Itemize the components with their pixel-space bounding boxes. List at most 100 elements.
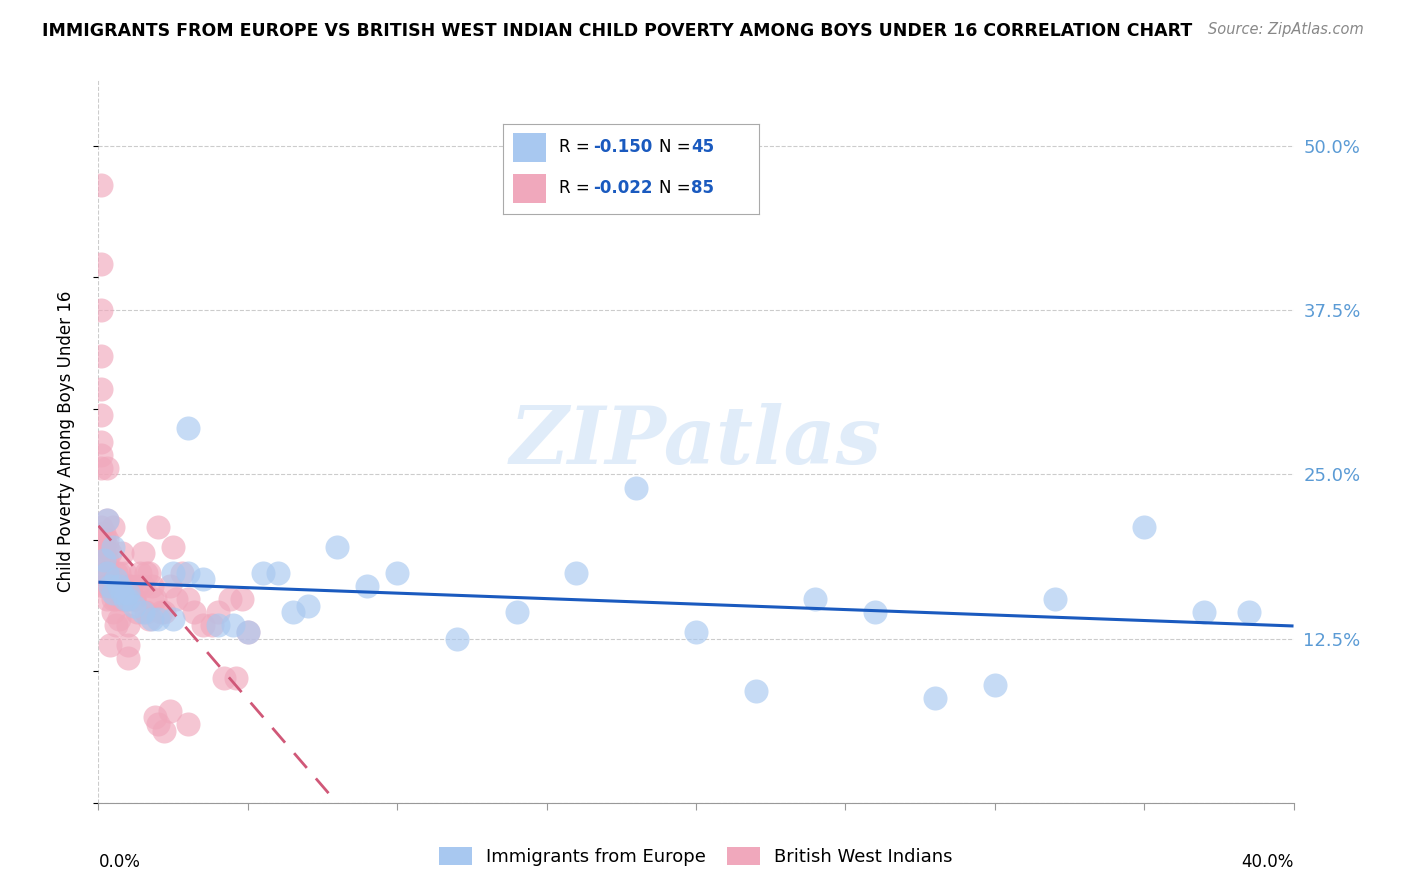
Point [90,303,112,318]
Point [236,625,259,640]
Point [124,592,146,607]
Point [117,651,139,665]
Text: -0.022: -0.022 [593,179,652,197]
Point [356,579,378,593]
Point [446,632,468,646]
Point [103,520,125,534]
Point [90,460,112,475]
Point [114,592,136,607]
Text: N =: N = [659,179,696,197]
Point [135,566,157,580]
Point [212,671,235,685]
Point [177,592,200,607]
Point [108,566,131,580]
Point [148,520,170,534]
Point [129,566,152,580]
Point [117,638,139,652]
Text: 40.0%: 40.0% [1241,854,1294,871]
Point [236,625,259,640]
Text: R =: R = [560,179,595,197]
Point [93,553,115,567]
Point [153,723,176,738]
Point [96,553,118,567]
Point [132,605,155,619]
Text: IMMIGRANTS FROM EUROPE VS BRITISH WEST INDIAN CHILD POVERTY AMONG BOYS UNDER 16 : IMMIGRANTS FROM EUROPE VS BRITISH WEST I… [42,22,1192,40]
Point [231,592,253,607]
Point [172,566,194,580]
Point [117,592,139,607]
Point [177,421,200,435]
Point [127,579,149,593]
Point [148,612,170,626]
Point [93,533,115,547]
Point [90,434,112,449]
Point [281,605,304,619]
Point [138,612,160,626]
Y-axis label: Child Poverty Among Boys Under 16: Child Poverty Among Boys Under 16 [56,291,75,592]
Point [177,717,200,731]
Point [120,579,142,593]
Point [252,566,274,580]
Point [141,579,163,593]
Text: 0.0%: 0.0% [98,854,141,871]
Point [111,546,134,560]
Point [745,684,768,698]
Point [132,579,155,593]
Point [114,592,136,607]
Point [141,592,163,607]
Point [162,566,184,580]
Point [159,704,181,718]
Point [96,533,118,547]
Point [1192,605,1215,619]
Point [96,460,118,475]
Text: N =: N = [659,138,696,156]
Point [105,618,128,632]
Point [96,513,118,527]
Point [93,566,115,580]
Point [1043,592,1066,607]
Point [90,409,112,423]
Legend: Immigrants from Europe, British West Indians: Immigrants from Europe, British West Ind… [432,839,960,873]
Point [111,592,134,607]
Point [804,592,827,607]
Point [135,605,157,619]
Point [103,592,125,607]
Text: R =: R = [560,138,595,156]
Point [105,573,128,587]
Point [98,579,122,593]
Point [143,710,166,724]
Point [183,605,205,619]
Point [148,717,170,731]
Point [267,566,290,580]
Point [150,605,173,619]
Point [326,540,349,554]
Point [93,526,115,541]
Point [117,585,139,599]
Point [219,592,242,607]
Point [626,481,648,495]
Point [138,566,160,580]
Point [98,638,122,652]
Point [141,612,163,626]
Point [96,566,118,580]
Point [924,690,946,705]
Point [162,540,184,554]
Point [98,579,122,593]
Point [153,605,176,619]
Point [114,566,136,580]
Point [117,579,139,593]
FancyBboxPatch shape [513,174,546,203]
Text: 85: 85 [690,179,714,197]
Point [98,566,122,580]
Point [132,546,155,560]
Point [105,579,128,593]
Point [105,592,128,607]
Point [90,178,112,193]
Point [165,592,187,607]
Text: Source: ZipAtlas.com: Source: ZipAtlas.com [1208,22,1364,37]
Point [96,513,118,527]
Point [117,592,139,607]
Point [506,605,529,619]
Point [162,612,184,626]
Point [103,579,125,593]
